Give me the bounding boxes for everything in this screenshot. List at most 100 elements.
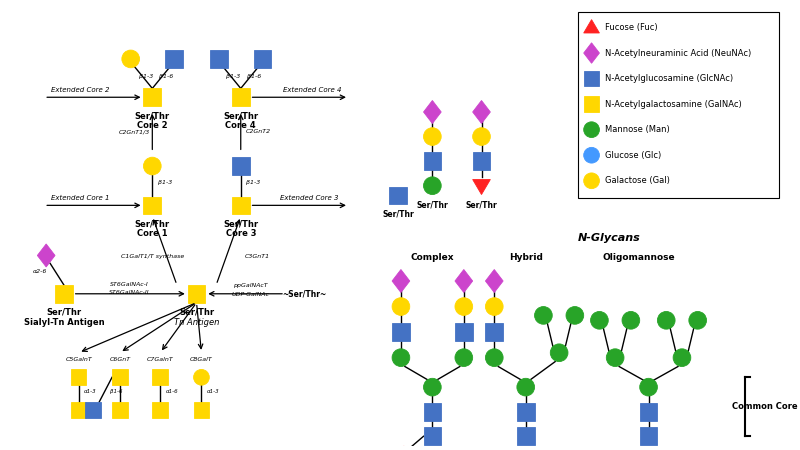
Text: β1-6: β1-6 bbox=[110, 388, 122, 394]
Bar bbox=[86, 402, 102, 418]
Text: β1-6: β1-6 bbox=[247, 74, 262, 79]
Text: Extended Core 2: Extended Core 2 bbox=[51, 87, 110, 94]
Text: Extended Core 3: Extended Core 3 bbox=[280, 195, 338, 202]
Text: Extended Core 4: Extended Core 4 bbox=[283, 87, 342, 94]
Bar bbox=[165, 50, 182, 68]
Bar bbox=[70, 402, 86, 418]
Text: Ser/Thr: Ser/Thr bbox=[134, 220, 170, 229]
Text: N-Acetylgalactosamine (GalNAc): N-Acetylgalactosamine (GalNAc) bbox=[606, 99, 742, 108]
Text: C7GalnT: C7GalnT bbox=[146, 357, 174, 362]
Text: Complex: Complex bbox=[410, 253, 454, 262]
Circle shape bbox=[423, 177, 442, 194]
Text: ppGalNAcT: ppGalNAcT bbox=[234, 284, 268, 288]
Bar bbox=[194, 402, 210, 418]
Text: Core 1: Core 1 bbox=[137, 230, 168, 238]
Text: β1-3: β1-3 bbox=[246, 180, 261, 185]
Text: Galactose (Gal): Galactose (Gal) bbox=[606, 176, 670, 185]
Text: C2GnT1/3: C2GnT1/3 bbox=[119, 129, 150, 134]
Bar bbox=[517, 403, 534, 421]
Text: α1-3: α1-3 bbox=[207, 388, 219, 394]
Circle shape bbox=[606, 349, 624, 366]
Bar bbox=[210, 50, 228, 68]
Bar bbox=[55, 285, 73, 303]
Bar bbox=[254, 50, 271, 68]
Bar bbox=[473, 152, 490, 170]
Bar bbox=[143, 88, 161, 106]
Text: Ser/Thr: Ser/Thr bbox=[134, 112, 170, 121]
Polygon shape bbox=[473, 180, 490, 194]
Text: N-Acetylglucosamine (GlcNAc): N-Acetylglucosamine (GlcNAc) bbox=[606, 74, 734, 83]
Circle shape bbox=[673, 349, 691, 366]
Bar bbox=[517, 428, 534, 445]
Text: Common Core: Common Core bbox=[732, 402, 798, 411]
Circle shape bbox=[584, 147, 599, 163]
Text: Ser/Thr: Ser/Thr bbox=[417, 201, 448, 210]
Bar bbox=[423, 428, 442, 445]
Bar bbox=[455, 323, 473, 341]
Circle shape bbox=[486, 349, 503, 366]
Bar bbox=[423, 403, 442, 421]
Text: ST6GalNAc-I: ST6GalNAc-I bbox=[110, 283, 149, 288]
Circle shape bbox=[566, 306, 584, 324]
Circle shape bbox=[550, 344, 568, 362]
Text: Ser/Thr: Ser/Thr bbox=[46, 308, 82, 317]
Circle shape bbox=[584, 173, 599, 189]
Circle shape bbox=[392, 298, 410, 315]
Polygon shape bbox=[392, 270, 410, 293]
Text: UDP-GalNAc: UDP-GalNAc bbox=[232, 292, 270, 297]
Text: C6GnT: C6GnT bbox=[110, 357, 130, 362]
Polygon shape bbox=[584, 43, 599, 63]
Circle shape bbox=[640, 378, 658, 396]
Bar bbox=[584, 71, 599, 86]
Bar bbox=[70, 369, 86, 385]
Circle shape bbox=[622, 311, 640, 329]
Text: Glucose (Glc): Glucose (Glc) bbox=[606, 151, 662, 160]
Text: C8GalT: C8GalT bbox=[190, 357, 213, 362]
Polygon shape bbox=[396, 446, 412, 450]
Text: Extended Core 1: Extended Core 1 bbox=[51, 195, 110, 202]
Polygon shape bbox=[423, 100, 442, 123]
Text: Core 2: Core 2 bbox=[137, 121, 168, 130]
Bar bbox=[584, 96, 599, 112]
Circle shape bbox=[143, 157, 161, 175]
Text: Oligomannose: Oligomannose bbox=[602, 253, 675, 262]
Circle shape bbox=[590, 311, 608, 329]
Circle shape bbox=[689, 311, 706, 329]
Bar bbox=[640, 403, 658, 421]
Bar bbox=[143, 197, 161, 214]
Text: Ser/Thr: Ser/Thr bbox=[223, 220, 258, 229]
Bar bbox=[232, 88, 250, 106]
Text: Core 3: Core 3 bbox=[226, 230, 256, 238]
Circle shape bbox=[584, 122, 599, 138]
Text: Fucose (Fuc): Fucose (Fuc) bbox=[606, 23, 658, 32]
Text: Hybrid: Hybrid bbox=[509, 253, 542, 262]
Circle shape bbox=[486, 298, 503, 315]
Circle shape bbox=[423, 128, 442, 145]
Text: C2GnT2: C2GnT2 bbox=[246, 129, 271, 134]
Text: C3GnT1: C3GnT1 bbox=[245, 254, 270, 259]
Circle shape bbox=[455, 349, 473, 366]
Text: ~Ser/Thr~: ~Ser/Thr~ bbox=[282, 289, 326, 298]
Text: β1-3: β1-3 bbox=[139, 74, 154, 79]
Polygon shape bbox=[473, 100, 490, 123]
Circle shape bbox=[473, 128, 490, 145]
Text: β1-6: β1-6 bbox=[159, 74, 173, 79]
Text: Sialyl-Tn Antigen: Sialyl-Tn Antigen bbox=[23, 318, 104, 327]
Text: C1GalT1/T synthase: C1GalT1/T synthase bbox=[121, 254, 184, 259]
Text: α2-6: α2-6 bbox=[33, 269, 47, 274]
Text: β1-3: β1-3 bbox=[226, 74, 240, 79]
Text: Ser/Thr: Ser/Thr bbox=[382, 210, 414, 219]
Polygon shape bbox=[486, 270, 503, 293]
Bar bbox=[232, 157, 250, 175]
Text: N-Acetylneuraminic Acid (NeuNAc): N-Acetylneuraminic Acid (NeuNAc) bbox=[606, 49, 751, 58]
Text: Mannose (Man): Mannose (Man) bbox=[606, 125, 670, 134]
Circle shape bbox=[423, 378, 442, 396]
Bar bbox=[188, 285, 206, 303]
Bar bbox=[152, 369, 168, 385]
Bar bbox=[232, 197, 250, 214]
Circle shape bbox=[392, 349, 410, 366]
Text: ST6GalNAc-II: ST6GalNAc-II bbox=[110, 290, 150, 295]
Bar bbox=[392, 323, 410, 341]
Text: C5GalnT: C5GalnT bbox=[66, 357, 92, 362]
Bar bbox=[640, 428, 658, 445]
